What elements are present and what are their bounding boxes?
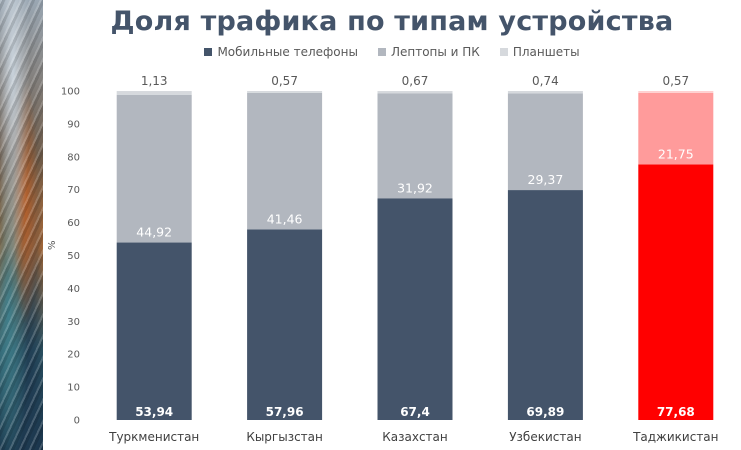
y-tick-label: 0 xyxy=(74,416,80,427)
legend-label-tablets: Планшеты xyxy=(512,45,580,59)
legend-item-laptops: Лептопы и ПК xyxy=(377,45,480,59)
bar-segment xyxy=(507,91,583,94)
bar-segment xyxy=(638,164,714,420)
y-tick-label: 70 xyxy=(67,185,80,196)
chart-title: Доля трафика по типам устройства xyxy=(110,6,674,37)
x-category-label: Казахстан xyxy=(382,430,448,444)
bar-segment xyxy=(247,91,323,93)
legend-label-mobile: Мобильные телефоны xyxy=(217,45,358,59)
legend-label-laptops: Лептопы и ПК xyxy=(390,45,480,59)
data-label-laptops: 29,37 xyxy=(528,172,564,187)
legend-item-tablets: Планшеты xyxy=(499,45,580,59)
legend-swatch-laptops xyxy=(377,48,386,56)
legend-item-mobile: Мобильные телефоны xyxy=(204,45,358,59)
bar-segment xyxy=(507,190,583,420)
data-label-mobile: 53,94 xyxy=(135,405,173,419)
bar-segment xyxy=(507,93,583,191)
y-tick-label: 50 xyxy=(67,251,80,262)
data-label-laptops: 41,46 xyxy=(267,211,303,226)
data-label-laptops: 44,92 xyxy=(136,225,172,240)
data-label-tablets: 0,74 xyxy=(532,74,559,88)
y-tick-label: 20 xyxy=(67,350,80,361)
legend-swatch-mobile xyxy=(204,48,213,56)
data-label-laptops: 31,92 xyxy=(397,180,433,195)
bar-segment xyxy=(638,92,714,165)
bar-segment xyxy=(377,198,453,420)
y-tick-label: 100 xyxy=(61,87,80,98)
data-label-tablets: 0,57 xyxy=(271,74,298,88)
bar-segment xyxy=(638,91,714,93)
y-tick-label: 40 xyxy=(67,284,80,295)
bar-segment xyxy=(116,91,192,95)
y-tick-label: 30 xyxy=(67,317,80,328)
side-landscape-image xyxy=(0,0,43,450)
data-label-tablets: 0,67 xyxy=(402,74,429,88)
x-category-label: Узбекистан xyxy=(509,430,581,444)
chart-legend: Мобильные телефоны Лептопы и ПК Планшеты xyxy=(43,45,741,59)
data-label-mobile: 69,89 xyxy=(526,405,564,419)
bar-segment xyxy=(377,93,453,199)
data-label-tablets: 1,13 xyxy=(141,74,168,88)
bar-segment xyxy=(116,94,192,243)
y-tick-label: 10 xyxy=(67,383,80,394)
y-tick-label: 80 xyxy=(67,152,80,163)
data-label-laptops: 21,75 xyxy=(658,146,694,161)
data-label-mobile: 77,68 xyxy=(657,405,695,419)
x-category-label: Туркменистан xyxy=(108,430,199,444)
bar-segment xyxy=(247,92,323,230)
data-label-mobile: 67,4 xyxy=(400,405,430,419)
y-tick-label: 90 xyxy=(67,119,80,130)
data-label-mobile: 57,96 xyxy=(266,405,304,419)
data-label-tablets: 0,57 xyxy=(662,74,689,88)
bar-segment xyxy=(247,229,323,420)
x-category-label: Кыргызстан xyxy=(246,430,323,444)
legend-swatch-tablets xyxy=(499,48,508,56)
x-category-label: Таджикистан xyxy=(632,430,718,444)
bar-segment xyxy=(377,91,453,94)
bar-segment xyxy=(116,242,192,420)
y-tick-label: 60 xyxy=(67,218,80,229)
